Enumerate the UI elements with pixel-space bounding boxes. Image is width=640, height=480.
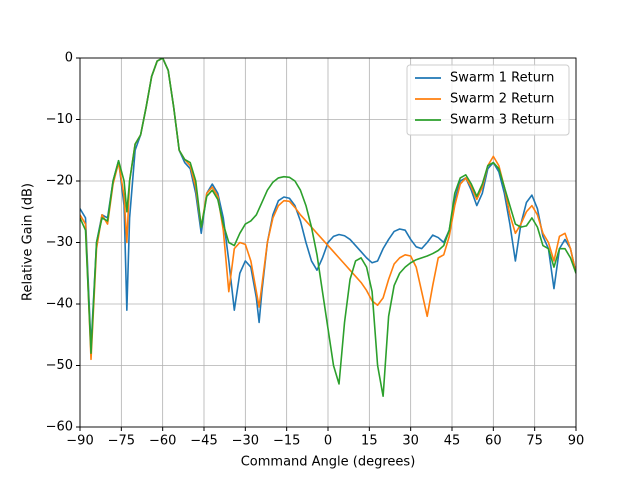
y-tick-label: 0	[65, 51, 73, 66]
x-axis-label: Command Angle (degrees)	[241, 455, 416, 470]
x-tick-label: −90	[66, 434, 93, 449]
legend-label: Swarm 2 Return	[450, 92, 554, 107]
x-tick-label: 0	[324, 434, 332, 449]
x-tick-label: −45	[190, 434, 217, 449]
x-tick-label: 15	[361, 434, 378, 449]
x-tick-label: 30	[402, 434, 419, 449]
y-tick-label: −10	[46, 112, 73, 127]
y-tick-label: −30	[46, 235, 73, 250]
x-tick-label: 75	[526, 434, 543, 449]
legend-label: Swarm 1 Return	[450, 71, 554, 86]
y-tick-label: −20	[46, 174, 73, 189]
x-tick-label: 60	[485, 434, 502, 449]
x-tick-label: −30	[232, 434, 259, 449]
axes-frame	[79, 57, 577, 428]
x-tick-label: 45	[444, 434, 461, 449]
x-tick-label: −75	[108, 434, 135, 449]
legend-label: Swarm 3 Return	[450, 113, 554, 128]
y-tick-label: −60	[46, 420, 73, 435]
x-tick-label: −60	[149, 434, 176, 449]
y-axis-label: Relative Gain (dB)	[21, 183, 36, 301]
series-line	[80, 58, 576, 398]
legend-box	[406, 64, 570, 136]
y-tick-label: −50	[46, 358, 73, 373]
x-tick-label: 90	[568, 434, 585, 449]
x-tick-label: −15	[273, 434, 300, 449]
y-tick-label: −40	[46, 297, 73, 312]
